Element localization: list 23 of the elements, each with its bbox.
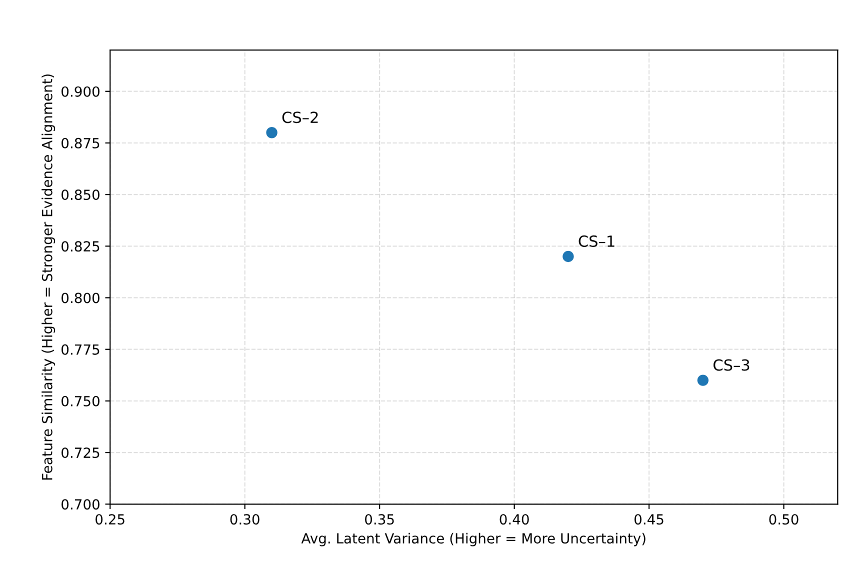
annotation: CS–2: [282, 112, 318, 124]
point: [266, 127, 278, 138]
y-tick-label: 0.800: [62, 292, 100, 304]
y-tick-label: 0.900: [62, 86, 100, 97]
x-axis-title: Avg. Latent Variance (Higher = More Uncertainty): [301, 532, 646, 546]
point: [697, 374, 709, 386]
y-tick-label: 0.700: [62, 499, 100, 510]
y-tick-label: 0.750: [62, 396, 100, 406]
x-tick-label: 0.30: [230, 514, 260, 525]
y-tick-label: 0.875: [62, 138, 100, 148]
x-tick-label: 0.35: [365, 514, 394, 525]
annotation: CS–3: [714, 359, 750, 371]
y-axis-title: Feature Similarity (Higher = Stronger Evidence Alignment): [42, 74, 56, 480]
x-tick-label: 0.40: [500, 514, 529, 525]
x-tick-label: 0.25: [96, 514, 124, 525]
point: [562, 250, 574, 262]
y-tick-label: 0.725: [62, 448, 100, 458]
y-tick-label: 0.850: [62, 190, 100, 200]
x-tick-label: 0.50: [769, 514, 798, 525]
annotation: CS–1: [578, 235, 614, 247]
x-tick-label: 0.45: [634, 514, 664, 525]
y-tick-label: 0.825: [62, 241, 100, 252]
y-tick-label: 0.775: [62, 344, 100, 355]
